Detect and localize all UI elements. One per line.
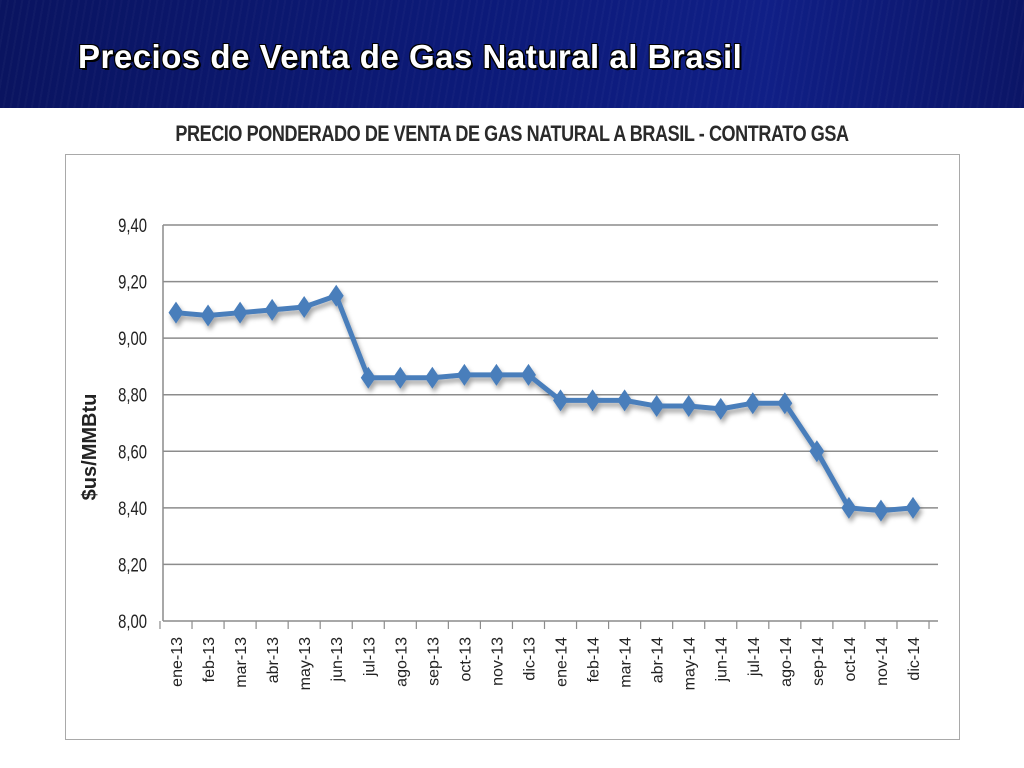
y-tick-label: 8,80 <box>118 385 147 406</box>
gridlines <box>163 224 938 622</box>
x-tick-label: ago-13 <box>393 637 410 687</box>
y-tick-label: 9,00 <box>118 328 147 349</box>
data-point-marker <box>392 366 408 389</box>
chart-frame: 8,00 8,20 8,40 8,60 8,80 9,00 9,20 9,40 ene-13 f… <box>65 154 960 740</box>
x-tick-label: ago-14 <box>778 637 795 687</box>
x-tick-label: feb-13 <box>201 637 218 682</box>
data-point-marker <box>200 304 216 327</box>
x-tick-label: jun-14 <box>714 637 731 683</box>
data-point-marker <box>713 397 729 420</box>
data-point-marker <box>809 440 825 463</box>
x-tick-label: may-14 <box>682 637 699 690</box>
slide-title: Precios de Venta de Gas Natural al Brasi… <box>78 38 743 75</box>
title-banner: Precios de Venta de Gas Natural al Brasi… <box>0 0 1024 108</box>
y-tick-label: 8,60 <box>118 442 147 463</box>
data-point-marker <box>424 366 440 389</box>
data-point-marker <box>232 301 248 324</box>
data-point-marker <box>360 366 376 389</box>
data-point-marker <box>553 389 569 412</box>
x-tick-label: jul-13 <box>361 637 378 677</box>
data-point-marker <box>264 298 280 321</box>
x-tick-label: feb-14 <box>586 637 603 682</box>
x-tick-label: abr-14 <box>650 637 667 683</box>
data-point-marker <box>841 496 857 519</box>
x-tick-label: dic-13 <box>521 637 538 681</box>
data-point-marker <box>873 499 889 522</box>
x-tick-label: sep-13 <box>425 637 442 686</box>
y-tick-label: 9,20 <box>118 272 147 293</box>
x-tick-label: oct-14 <box>842 637 859 682</box>
x-tick-label: ene-13 <box>169 637 186 687</box>
data-point-marker <box>585 389 601 412</box>
x-tick-label: ene-14 <box>554 637 571 687</box>
data-point-marker <box>745 392 761 415</box>
x-tick-label: oct-13 <box>457 637 474 682</box>
y-tick-label: 8,00 <box>118 611 147 632</box>
x-tick-label: nov-14 <box>874 637 891 686</box>
data-point-marker <box>328 284 344 307</box>
data-point-marker <box>168 301 184 324</box>
x-tick-label: sep-14 <box>810 637 827 686</box>
y-axis-title: $us/MMBtu <box>79 394 101 501</box>
x-tick-labels: ene-13 feb-13 mar-13 abr-13 may-13 jun-13 jul-… <box>169 637 923 690</box>
series <box>168 284 921 522</box>
x-tick-label: dic-14 <box>906 637 923 681</box>
data-point-marker <box>520 363 536 386</box>
x-tick-label: nov-13 <box>489 637 506 686</box>
y-tick-label: 8,40 <box>118 498 147 519</box>
y-tick-labels: 8,00 8,20 8,40 8,60 8,80 9,00 9,20 9,40 <box>118 215 147 632</box>
x-tick-label: mar-14 <box>618 637 635 688</box>
data-point-marker <box>488 363 504 386</box>
data-point-marker <box>905 496 921 519</box>
x-tick-label: abr-13 <box>265 637 282 683</box>
data-point-marker <box>777 392 793 415</box>
y-tick-label: 9,40 <box>118 215 147 236</box>
data-point-marker <box>296 296 312 319</box>
series-line <box>175 293 914 514</box>
data-point-marker <box>456 363 472 386</box>
x-tick-label: may-13 <box>297 637 314 690</box>
x-tick-label: jun-13 <box>329 637 346 683</box>
axes <box>159 225 930 629</box>
data-point-marker <box>681 395 697 418</box>
line-chart: 8,00 8,20 8,40 8,60 8,80 9,00 9,20 9,40 ene-13 f… <box>79 215 938 690</box>
y-tick-label: 8,20 <box>118 555 147 576</box>
x-tick-label: mar-13 <box>233 637 250 688</box>
chart-title: PRECIO PONDERADO DE VENTA DE GAS NATURAL… <box>175 121 849 146</box>
data-point-marker <box>617 389 633 412</box>
data-point-marker <box>649 395 665 418</box>
x-tick-label: jul-14 <box>746 637 763 677</box>
